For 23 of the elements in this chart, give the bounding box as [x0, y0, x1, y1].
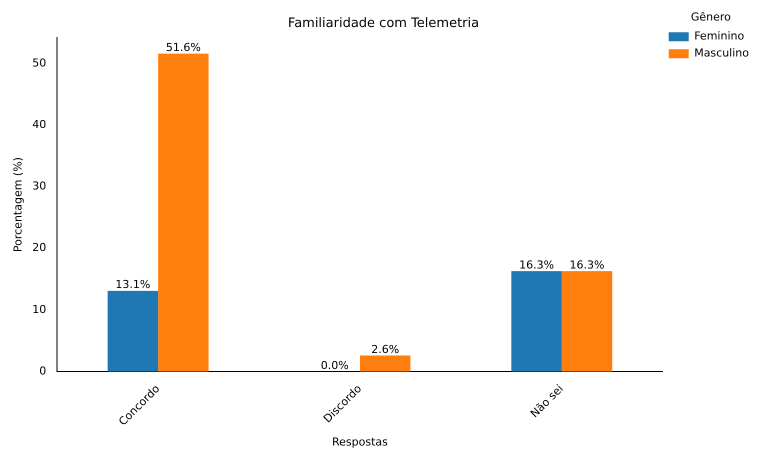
- data-label: 16.3%: [570, 258, 604, 272]
- bar: [158, 54, 209, 372]
- bar: [108, 290, 158, 372]
- bar: [511, 271, 562, 372]
- data-label: 0.0%: [320, 358, 349, 372]
- bar: [562, 271, 612, 372]
- data-label: 13.1%: [115, 278, 150, 292]
- x-axis-title: Respostas: [332, 435, 388, 448]
- y-axis-title: Porcentagem (%): [11, 157, 24, 252]
- y-tick-label: 30: [32, 180, 46, 193]
- y-tick-label: 40: [32, 118, 46, 131]
- x-tick-label: Não sei: [528, 382, 566, 420]
- legend-label: Feminino: [694, 30, 744, 43]
- y-tick-label: 0: [39, 364, 46, 378]
- y-tick-label: 20: [32, 241, 46, 254]
- data-label: 2.6%: [371, 342, 400, 356]
- data-label: 16.3%: [519, 258, 554, 272]
- y-tick-label: 50: [32, 56, 46, 70]
- bar: [360, 356, 410, 372]
- data-label: 51.6%: [166, 40, 201, 54]
- y-tick-label: 10: [32, 302, 46, 316]
- chart-title: Familiaridade com Telemetria: [288, 16, 480, 32]
- legend-label: Masculino: [694, 46, 750, 60]
